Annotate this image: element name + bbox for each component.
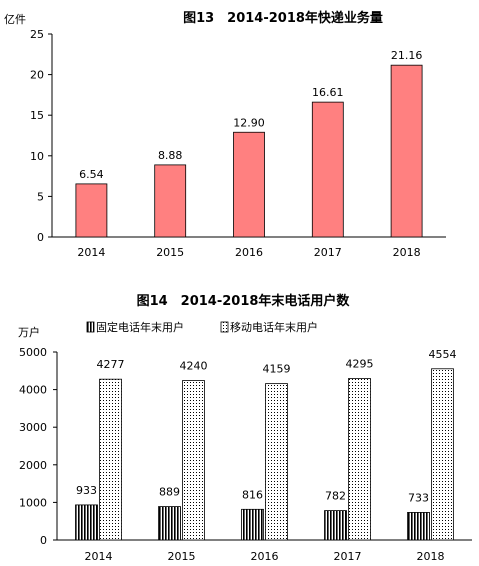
chart2-y-unit: 万户 xyxy=(18,325,40,339)
chart2-x-ticks: 2014 2015 2016 2017 2018 xyxy=(85,550,445,563)
chart2-x-tick-label-2014: 2014 xyxy=(85,550,113,563)
chart1-x-tick-label-2015: 2015 xyxy=(156,246,184,259)
chart1-bar-2014 xyxy=(75,183,108,238)
chart2-bar-mobile-2015 xyxy=(182,380,205,541)
chart2-data-label-fixed-2015: 889 xyxy=(159,486,180,499)
chart1-bars xyxy=(75,64,423,238)
chart2-y-tick-label: 1000 xyxy=(19,496,47,509)
chart2-y-tick-label: 2000 xyxy=(19,459,47,472)
chart2-data-label-mobile-2016: 4159 xyxy=(263,363,291,376)
chart2-data-labels: 933 4277 889 4240 816 4159 782 4295 733 4554 xyxy=(76,348,457,505)
chart2-title: 图14 2014-2018年末电话用户数 xyxy=(137,293,351,309)
chart2-data-label-mobile-2015: 4240 xyxy=(180,360,208,373)
chart2-x-tick-label-2017: 2017 xyxy=(334,550,362,563)
chart1-x-tick-label-2017: 2017 xyxy=(314,246,342,259)
chart2-bars xyxy=(75,368,454,541)
chart1-x-tick-label-2018: 2018 xyxy=(393,246,421,259)
chart1-x-tick-label-2016: 2016 xyxy=(235,246,263,259)
chart2-bar-mobile-2016 xyxy=(265,383,288,541)
chart2-bar-fixed-2016 xyxy=(241,508,264,541)
chart1-data-label-2014: 6.54 xyxy=(79,168,104,181)
chart2-axes xyxy=(56,352,472,541)
chart1-bar-2016 xyxy=(233,131,265,238)
chart2-x-tick-label-2016: 2016 xyxy=(251,550,279,563)
legend-swatch-mobile xyxy=(220,321,229,333)
chart1-y-tick-label: 10 xyxy=(30,150,44,163)
chart2-data-label-fixed-2017: 782 xyxy=(325,490,346,503)
legend-label-mobile: 移动电话年末用户 xyxy=(230,320,318,334)
chart1-data-label-2015: 8.88 xyxy=(158,149,183,162)
chart2-bar-fixed-2014 xyxy=(75,504,98,541)
chart1-bar-2018 xyxy=(390,64,423,238)
chart2-data-label-mobile-2017: 4295 xyxy=(346,358,374,371)
chart2-bar-mobile-2018 xyxy=(431,368,454,541)
chart2-y-tick-label: 5000 xyxy=(19,346,47,359)
chart2-data-label-mobile-2014: 4277 xyxy=(97,358,125,371)
chart2-bar-fixed-2017 xyxy=(324,510,347,541)
chart2-data-label-fixed-2016: 816 xyxy=(242,488,263,501)
chart1-data-label-2018: 21.16 xyxy=(391,49,423,62)
chart1-y-ticks: 0 5 10 15 20 25 xyxy=(30,28,52,244)
chart1-title: 图13 2014-2018年快递业务量 xyxy=(183,10,383,26)
chart2-x-tick-label-2015: 2015 xyxy=(168,550,196,563)
chart1-x-tick-label-2014: 2014 xyxy=(77,246,105,259)
chart2-data-label-mobile-2018: 4554 xyxy=(429,348,457,361)
legend-label-fixed: 固定电话年末用户 xyxy=(96,320,184,334)
chart1-y-tick-label: 20 xyxy=(30,69,44,82)
chart1-y-tick-label: 15 xyxy=(30,109,44,122)
chart2-bar-fixed-2018 xyxy=(407,512,430,541)
chart2-y-tick-label: 4000 xyxy=(19,384,47,397)
chart1-y-tick-label: 0 xyxy=(37,231,44,244)
chart1-bar-2015 xyxy=(154,164,187,238)
chart1-data-label-2016: 12.90 xyxy=(233,116,265,129)
chart2-bar-mobile-2017 xyxy=(348,378,371,541)
legend-swatch-fixed xyxy=(86,321,95,333)
chart1-bar-2017 xyxy=(311,101,344,238)
chart2-y-ticks: 0 1000 2000 3000 4000 5000 xyxy=(19,346,57,547)
chart1-y-unit: 亿件 xyxy=(4,13,26,26)
chart1-y-tick-label: 5 xyxy=(37,190,44,203)
chart2-bar-fixed-2015 xyxy=(158,506,181,541)
chart1-data-label-2017: 16.61 xyxy=(312,86,344,99)
chart2-y-tick-label: 3000 xyxy=(19,421,47,434)
chart2-x-tick-label-2018: 2018 xyxy=(417,550,445,563)
chart2-y-tick-label: 0 xyxy=(40,534,47,547)
chart2-data-label-fixed-2018: 733 xyxy=(408,491,429,504)
chart1-data-labels: 6.54 8.88 12.90 16.61 21.16 xyxy=(79,49,422,181)
chart1-y-tick-label: 25 xyxy=(30,28,44,41)
chart1-x-ticks: 2014 2015 2016 2017 2018 xyxy=(77,246,420,259)
chart2-bar-mobile-2014 xyxy=(99,378,122,541)
chart2-data-label-fixed-2014: 933 xyxy=(76,484,97,497)
chart2-legend: 固定电话年末用户 移动电话年末用户 xyxy=(86,320,318,334)
